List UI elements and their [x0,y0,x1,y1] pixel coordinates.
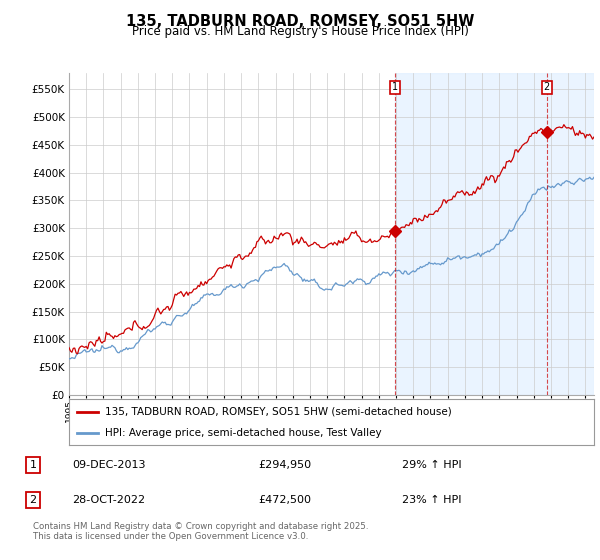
Text: 135, TADBURN ROAD, ROMSEY, SO51 5HW (semi-detached house): 135, TADBURN ROAD, ROMSEY, SO51 5HW (sem… [105,407,451,417]
Text: HPI: Average price, semi-detached house, Test Valley: HPI: Average price, semi-detached house,… [105,428,382,438]
Text: £472,500: £472,500 [258,495,311,505]
Text: 23% ↑ HPI: 23% ↑ HPI [402,495,461,505]
Text: Contains HM Land Registry data © Crown copyright and database right 2025.
This d: Contains HM Land Registry data © Crown c… [33,522,368,542]
Text: 2: 2 [29,495,37,505]
Text: 2: 2 [544,82,550,92]
Bar [395,73,594,395]
Text: Price paid vs. HM Land Registry's House Price Index (HPI): Price paid vs. HM Land Registry's House … [131,25,469,38]
Text: 29% ↑ HPI: 29% ↑ HPI [402,460,461,470]
Text: 135, TADBURN ROAD, ROMSEY, SO51 5HW: 135, TADBURN ROAD, ROMSEY, SO51 5HW [126,14,474,29]
Text: 1: 1 [392,82,398,92]
Text: 09-DEC-2013: 09-DEC-2013 [72,460,146,470]
Text: 28-OCT-2022: 28-OCT-2022 [72,495,145,505]
Text: 1: 1 [29,460,37,470]
Text: £294,950: £294,950 [258,460,311,470]
